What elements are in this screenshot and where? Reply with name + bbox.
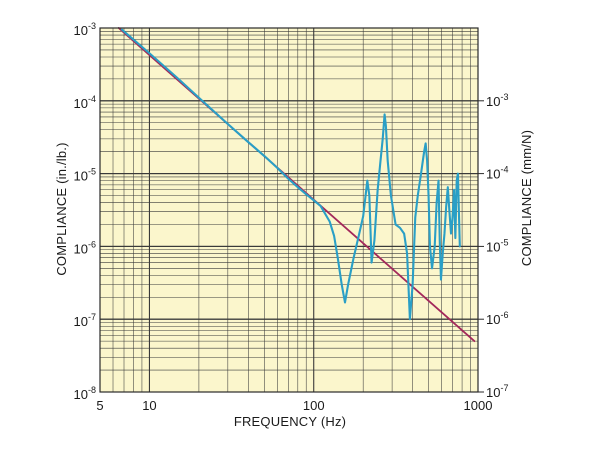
plot-frame [99, 27, 479, 393]
tick-base: 10 [74, 314, 88, 329]
y-tick-label-left: 10-5 [74, 167, 96, 184]
tick-exponent: -4 [88, 94, 96, 104]
tick-exponent: -3 [88, 21, 96, 31]
x-tick-label: 100 [303, 398, 325, 413]
x-tick-label: 10 [142, 398, 156, 413]
x-tick-label: 5 [96, 398, 103, 413]
x-axis-ticks: 5 10 100 1000 [96, 398, 492, 413]
y-axis-right-label: COMPLIANCE (mm/N) [519, 130, 534, 266]
tick-base: 10 [486, 312, 500, 327]
y-tick-label-right: 10-5 [486, 237, 508, 254]
y-axis-left-ticks: 10-310-410-510-610-710-8 [74, 21, 96, 402]
tick-exponent: -4 [500, 165, 508, 175]
tick-exponent: -6 [500, 310, 508, 320]
tick-base: 10 [486, 385, 500, 400]
y-tick-label-left: 10-3 [74, 21, 96, 38]
series-line-theoretical [117, 27, 476, 343]
tick-base: 10 [74, 241, 88, 256]
y-tick-label-right: 10-3 [486, 92, 508, 109]
tick-exponent: -5 [500, 237, 508, 247]
y-tick-label-right: 10-7 [486, 383, 508, 400]
tick-exponent: -6 [88, 239, 96, 249]
x-axis-label: FREQUENCY (Hz) [234, 414, 346, 429]
tick-base: 10 [486, 167, 500, 182]
y-tick-label-left: 10-6 [74, 239, 96, 256]
y-tick-label-left: 10-8 [74, 385, 96, 402]
x-tick-label: 1000 [464, 398, 493, 413]
tick-exponent: -5 [88, 167, 96, 177]
tick-base: 10 [486, 239, 500, 254]
y-tick-label-right: 10-6 [486, 310, 508, 327]
tick-base: 10 [74, 96, 88, 111]
tick-base: 10 [74, 169, 88, 184]
tick-exponent: -7 [88, 312, 96, 322]
tick-base: 10 [74, 23, 88, 38]
y-axis-left-label: COMPLIANCE (in./lb.) [54, 142, 69, 275]
tick-base: 10 [486, 94, 500, 109]
y-tick-label-right: 10-4 [486, 165, 508, 182]
y-tick-label-left: 10-4 [74, 94, 96, 111]
tick-exponent: -3 [500, 92, 508, 102]
y-tick-label-left: 10-7 [74, 312, 96, 329]
tick-base: 10 [74, 387, 88, 402]
tick-exponent: -7 [500, 383, 508, 393]
plot-lines [117, 27, 476, 343]
series-line-measured [120, 28, 461, 321]
plot-background [100, 28, 478, 392]
y-axis-right-ticks: 10-310-410-510-610-7 [478, 92, 508, 400]
tick-exponent: -8 [88, 385, 96, 395]
